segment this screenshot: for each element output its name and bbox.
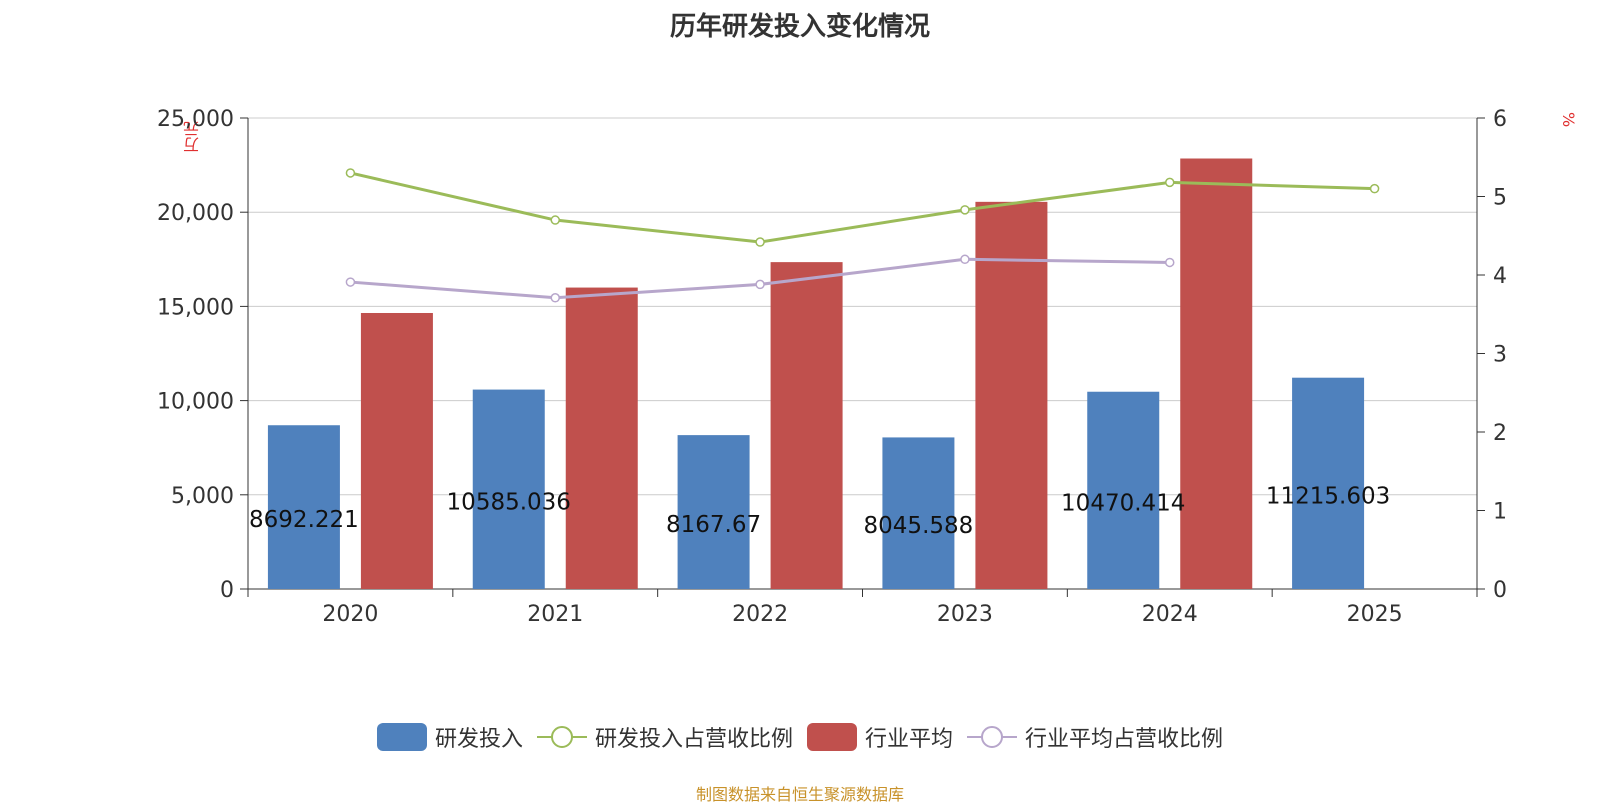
right-axis-tick-label: 2 [1493,421,1507,446]
legend-label-industry: 行业平均 [865,727,954,752]
legend-item-rd-ratio[interactable]: 研发投入占营收比例 [536,721,793,753]
rd-ratio-line [350,171,1375,244]
legend-line-icon [536,726,587,748]
bar-rd-2025 [1292,377,1365,589]
left-axis-tick-label: 20,000 [157,201,234,226]
left-axis-tick-label: 5,000 [171,484,234,509]
bar-industry-2024 [1180,158,1253,590]
x-axis-tick-label: 2020 [322,602,378,627]
legend-label-industry-ratio: 行业平均占营收比例 [1025,727,1224,752]
left-axis-tick-label: 25,000 [157,107,234,132]
industry-ratio-point [755,279,765,290]
data-label-rd-2024: 10470.414 [1061,490,1185,516]
chart-legend: 研发投入 研发投入占营收比例 行业平均 行业平均占营收比例 [0,720,1600,754]
legend-line-icon [967,726,1018,748]
industry-ratio-point [550,293,560,303]
right-axis-tick-label: 5 [1493,186,1507,211]
right-axis-tick-label: 3 [1493,343,1507,368]
legend-swatch-rd [376,723,427,751]
x-axis-tick-label: 2023 [937,602,993,627]
rd-ratio-point [1369,183,1380,194]
legend-label-rd-ratio: 研发投入占营收比例 [594,727,793,752]
x-axis-tick-label: 2022 [732,602,788,627]
right-axis-tick-label: 4 [1493,264,1507,289]
chart-title: 历年研发投入变化情况 [669,12,930,42]
left-axis-tick-label: 15,000 [157,295,234,320]
legend-swatch-industry [807,723,857,751]
bar-industry-2020 [360,312,433,589]
right-axis-tick-label: 0 [1493,578,1507,603]
right-axis-tick-label: 1 [1493,500,1507,525]
left-axis-tick-label: 10,000 [157,390,234,415]
industry-ratio-point [1165,257,1175,268]
data-label-rd-2021: 10585.036 [447,489,571,515]
rd-ratio-point [550,215,560,225]
x-axis-tick-label: 2021 [527,602,583,627]
rd-ratio-point [755,237,765,247]
data-label-rd-2025: 11215.603 [1266,483,1390,509]
bar-rd-2023 [882,437,955,589]
legend-item-industry-ratio[interactable]: 行业平均占营收比例 [967,721,1223,753]
left-axis-tick-label: 0 [220,578,234,603]
rd-ratio-point [960,205,970,215]
rd-ratio-point [345,168,356,178]
bar-rd-2024 [1087,391,1160,589]
legend-label-rd: 研发投入 [434,727,523,752]
data-label-rd-2023: 8045.588 [864,513,974,539]
data-label-rd-2020: 8692.221 [249,507,359,533]
industry-ratio-point [345,277,356,287]
data-label-rd-2022: 8167.67 [666,512,761,538]
x-axis-tick-label: 2025 [1347,602,1403,627]
bar-industry-2022 [770,262,843,589]
bar-industry-2021 [565,287,638,589]
bar-rd-2021 [472,389,545,589]
rd-ratio-point [1165,177,1175,188]
bar-industry-2023 [975,201,1048,589]
bar-rd-2022 [677,435,750,589]
legend-item-industry[interactable]: 行业平均 [807,721,953,753]
legend-item-rd[interactable]: 研发投入 [376,721,523,753]
industry-ratio-point [960,254,970,265]
bar-rd-2020 [267,425,340,589]
x-axis-tick-label: 2024 [1142,602,1198,627]
right-axis-tick-label: 6 [1493,107,1507,132]
source-note: 制图数据来自恒生聚源数据库 [695,785,904,804]
